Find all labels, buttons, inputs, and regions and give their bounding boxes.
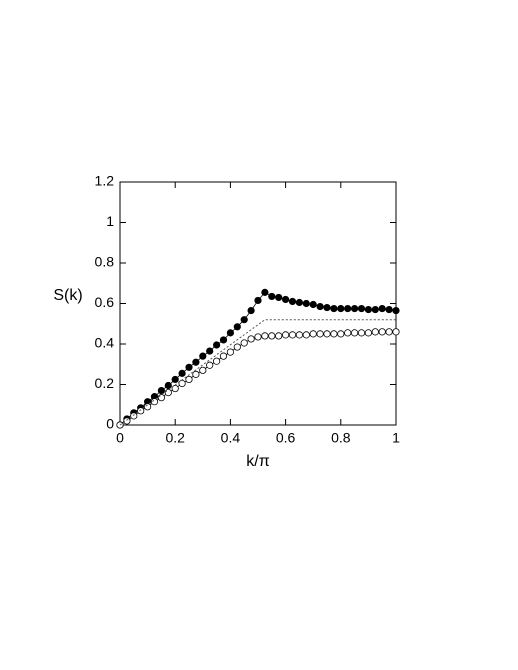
- x-tick-label: 0.4: [221, 430, 241, 446]
- marker: [337, 304, 345, 313]
- marker: [378, 328, 386, 336]
- marker: [385, 305, 393, 314]
- marker: [275, 293, 283, 302]
- marker: [323, 303, 331, 312]
- marker: [275, 332, 283, 340]
- marker: [213, 341, 221, 349]
- x-tick-label: 0.2: [165, 430, 185, 446]
- marker: [130, 412, 138, 420]
- marker: [357, 329, 366, 337]
- marker: [316, 330, 324, 338]
- marker: [226, 348, 234, 356]
- marker: [219, 336, 228, 344]
- marker: [150, 398, 159, 406]
- y-tick-label: 0.2: [95, 375, 115, 391]
- marker: [199, 366, 207, 374]
- marker: [364, 329, 372, 337]
- marker: [247, 306, 255, 315]
- marker: [344, 304, 352, 313]
- marker: [192, 358, 200, 366]
- marker: [337, 330, 345, 338]
- marker: [144, 403, 152, 411]
- marker: [157, 394, 165, 402]
- marker: [137, 407, 145, 415]
- marker: [254, 296, 262, 305]
- marker: [192, 370, 200, 378]
- marker: [219, 352, 228, 360]
- marker: [330, 304, 338, 313]
- marker: [157, 386, 165, 395]
- marker: [261, 288, 269, 296]
- marker: [240, 316, 248, 324]
- marker: [344, 329, 352, 337]
- y-tick-label: 1: [106, 213, 114, 229]
- x-axis-label: k/π: [246, 453, 269, 470]
- marker: [323, 330, 331, 338]
- marker: [123, 417, 131, 425]
- marker: [247, 335, 255, 343]
- marker: [288, 331, 297, 339]
- marker: [268, 292, 276, 301]
- marker: [185, 375, 193, 384]
- marker: [378, 304, 386, 313]
- y-tick-label: 0.4: [95, 335, 115, 351]
- x-tick-label: 0: [116, 430, 124, 446]
- marker: [288, 297, 297, 306]
- marker: [233, 323, 241, 331]
- marker: [213, 357, 221, 365]
- marker: [371, 305, 379, 314]
- marker: [268, 332, 276, 340]
- y-tick-label: 1.2: [95, 173, 115, 189]
- series-line: [119, 291, 397, 426]
- marker: [185, 363, 193, 371]
- marker: [392, 328, 400, 336]
- marker: [295, 331, 303, 339]
- marker: [309, 330, 317, 338]
- marker: [281, 295, 290, 304]
- marker: [350, 329, 359, 337]
- marker: [164, 381, 172, 390]
- marker: [240, 339, 248, 347]
- marker: [330, 330, 338, 338]
- marker: [357, 304, 366, 313]
- marker: [364, 305, 372, 314]
- marker: [392, 306, 400, 315]
- series-line: [119, 331, 396, 426]
- y-tick-label: 0.8: [95, 254, 115, 270]
- marker: [302, 331, 310, 339]
- y-tick-label: 0: [106, 416, 114, 432]
- y-tick-label: 0.6: [95, 294, 115, 310]
- marker: [206, 347, 214, 355]
- x-tick-label: 1: [392, 430, 400, 446]
- marker: [350, 304, 359, 313]
- marker: [254, 333, 262, 341]
- marker: [309, 300, 317, 309]
- marker: [371, 328, 379, 336]
- marker: [178, 379, 186, 388]
- marker: [261, 332, 269, 340]
- marker: [233, 343, 241, 351]
- marker: [171, 375, 179, 384]
- marker: [199, 352, 207, 360]
- marker: [206, 361, 214, 369]
- marker: [281, 331, 290, 339]
- marker: [295, 298, 303, 307]
- marker: [316, 302, 324, 311]
- y-axis-label: S(k): [53, 287, 82, 304]
- x-tick-label: 0.8: [331, 430, 351, 446]
- marker: [226, 329, 234, 337]
- marker: [385, 328, 393, 336]
- marker: [178, 369, 186, 377]
- marker: [302, 299, 310, 308]
- x-tick-label: 0.6: [276, 430, 296, 446]
- marker: [171, 384, 179, 393]
- marker: [164, 388, 172, 397]
